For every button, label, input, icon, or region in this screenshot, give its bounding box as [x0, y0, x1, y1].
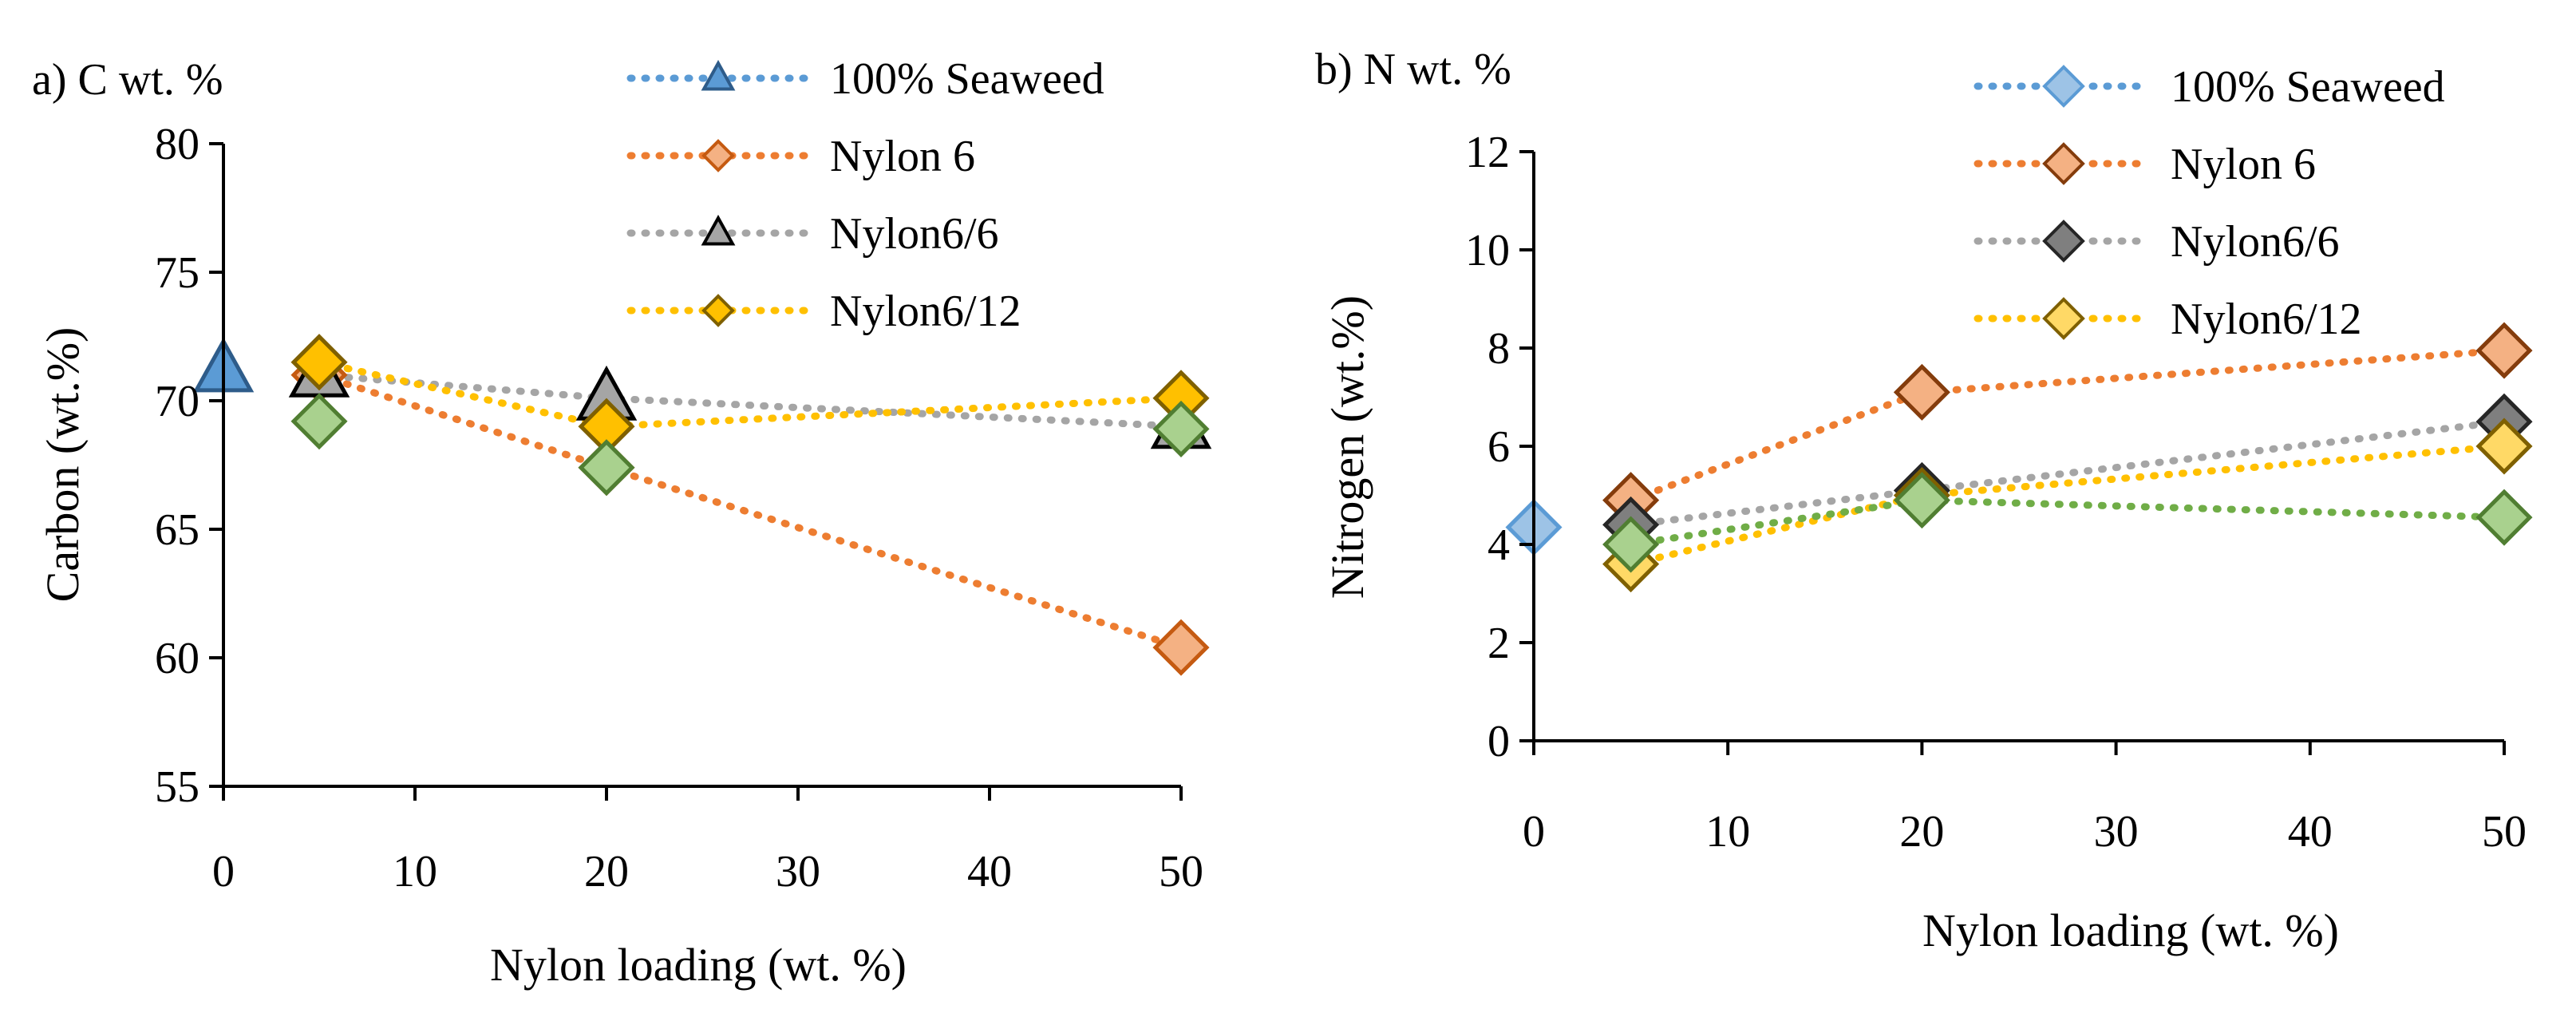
panel-b-series-line-nylon6-6 — [1627, 418, 2508, 528]
panel-b-y-axis-title: Nitrogen (wt.%) — [1322, 295, 1373, 599]
panel-a-data-point-unlabeled — [578, 439, 635, 497]
panel-b-data-point-nylon-6 — [2475, 322, 2533, 379]
panel-a-y-tick-label: 80 — [155, 120, 200, 169]
panel-a-series-line-nylon6-12 — [315, 358, 1185, 430]
panel-b-x-tick-label: 30 — [2094, 807, 2139, 857]
panel-a-series-line-nylon6-6 — [315, 371, 1185, 430]
panel-a-y-tick-label: 55 — [155, 762, 200, 812]
panel-b-series-line-nylon6-12 — [1627, 442, 2508, 568]
panel-b-x-tick-label: 50 — [2482, 807, 2527, 857]
panel-a-x-tick-label: 0 — [212, 847, 235, 896]
panel-a-legend-label-100-seaweed: 100% Seaweed — [830, 54, 1104, 104]
panel-a-carbon-chart: a) C wt. % Carbon (wt.%) Nylon loading (… — [32, 54, 1212, 991]
panel-a-legend-label-nylon6-6: Nylon6/6 — [830, 209, 999, 259]
panel-a-x-tick-label: 10 — [393, 847, 437, 896]
panel-b-data-point-unlabeled — [1893, 472, 1950, 529]
panel-b-y-tick-label: 2 — [1488, 619, 1510, 668]
panel-b-x-tick-label: 40 — [2288, 807, 2333, 857]
panel-b-data-point-nylon-6 — [1893, 363, 1950, 421]
panel-a-x-tick-label: 50 — [1159, 847, 1203, 896]
panel-a-x-tick-label: 30 — [776, 847, 820, 896]
panel-a-legend-marker-nylon6-6 — [701, 214, 736, 246]
panel-b-nitrogen-chart: b) N wt. % Nitrogen (wt.%) Nylon loading… — [1315, 45, 2533, 956]
panel-b-legend-marker-nylon6-12 — [2042, 297, 2085, 340]
panel-a-x-tick-label: 40 — [967, 847, 1012, 896]
panel-b-legend-label-nylon6-12: Nylon6/12 — [2171, 295, 2362, 344]
panel-a-data-point-unlabeled — [290, 393, 348, 450]
panel-b-legend-marker-nylon6-6 — [2042, 220, 2085, 263]
panel-a-y-tick-label: 70 — [155, 377, 200, 426]
panel-a-data-point-unlabeled — [1152, 400, 1210, 457]
panel-b-x-tick-label: 0 — [1523, 807, 1545, 857]
panel-b-y-tick-label: 6 — [1488, 422, 1510, 472]
panel-b-title: b) N wt. % — [1315, 45, 1511, 94]
panel-b-y-tick-label: 10 — [1465, 226, 1510, 275]
panel-a-y-tick-label: 60 — [155, 634, 200, 683]
panel-a-x-axis-title: Nylon loading (wt. %) — [490, 939, 907, 991]
panel-b-series-line-unlabeled — [1627, 497, 2508, 548]
panel-a-legend-marker-nylon-6 — [701, 139, 735, 172]
panel-b-x-tick-label: 20 — [1899, 807, 1944, 857]
panel-b-legend-marker-nylon-6 — [2042, 142, 2085, 185]
panel-b-data-point-unlabeled — [2475, 489, 2533, 546]
panel-a-title: a) C wt. % — [32, 55, 223, 105]
panel-b-y-tick-label: 12 — [1465, 128, 1510, 177]
panel-a-legend-marker-100-seaweed — [701, 59, 736, 91]
panel-b-data-point-nylon6-12 — [2475, 418, 2533, 475]
panel-b-data-point-unlabeled — [1602, 516, 1660, 573]
panel-b-y-tick-label: 0 — [1488, 717, 1510, 766]
panel-b-legend-marker-100-seaweed — [2042, 65, 2085, 108]
panel-b-x-axis-title: Nylon loading (wt. %) — [1922, 904, 2339, 956]
panel-a-y-tick-label: 65 — [155, 505, 200, 555]
panel-b-legend-label-100-seaweed: 100% Seaweed — [2171, 62, 2445, 112]
panel-a-data-point-nylon6-12 — [290, 334, 348, 391]
panel-a-legend-label-nylon-6: Nylon 6 — [830, 132, 975, 181]
panel-a-x-tick-label: 20 — [584, 847, 629, 896]
panel-a-legend-marker-nylon6-12 — [701, 294, 735, 327]
panel-a-legend-label-nylon6-12: Nylon6/12 — [830, 287, 1021, 336]
panel-a-y-tick-label: 75 — [155, 248, 200, 298]
panel-b-y-tick-label: 4 — [1488, 520, 1510, 570]
panel-b-x-tick-label: 10 — [1705, 807, 1750, 857]
panel-a-series-line-nylon-6 — [315, 371, 1185, 651]
panel-b-y-tick-label: 8 — [1488, 324, 1510, 374]
panel-b-series-line-nylon-6 — [1627, 346, 2508, 505]
panel-b-legend-label-nylon6-6: Nylon6/6 — [2171, 217, 2340, 267]
panel-a-data-point-nylon-6 — [1152, 619, 1210, 676]
panel-b-legend-label-nylon-6: Nylon 6 — [2171, 140, 2316, 189]
panel-a-y-axis-title: Carbon (wt.%) — [37, 327, 89, 603]
